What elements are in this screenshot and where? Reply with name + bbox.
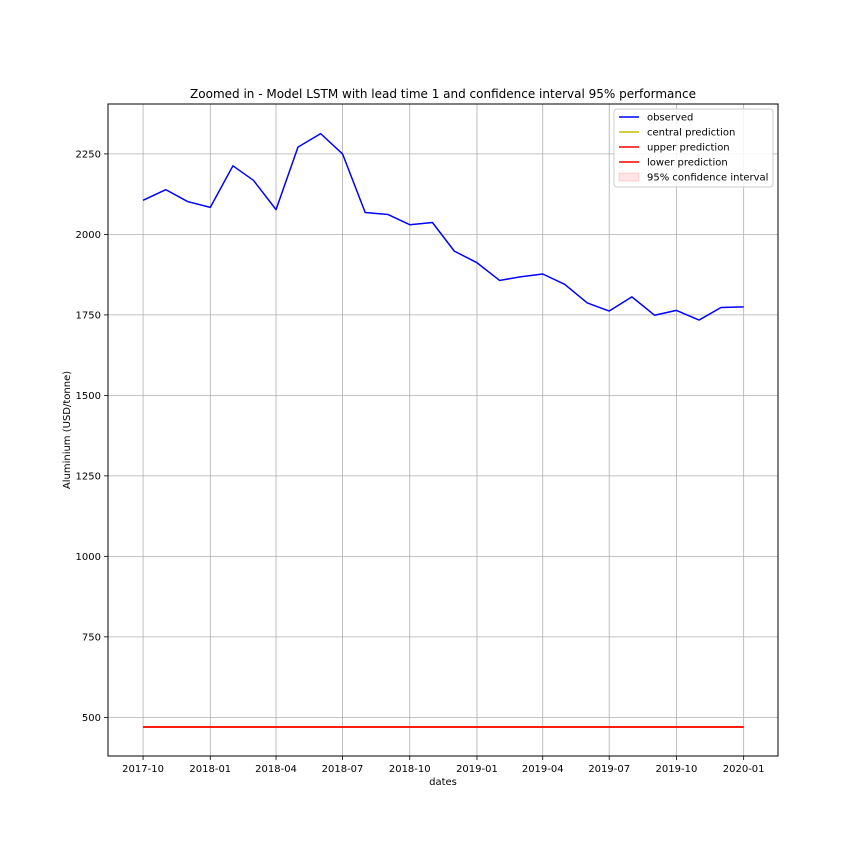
y-tick-label: 1250 — [76, 471, 101, 482]
legend-label: upper prediction — [647, 143, 730, 154]
y-tick-label: 2250 — [76, 149, 101, 160]
series-line-observed — [142, 132, 744, 321]
x-axis-ticks: 2017-10 2018-01 2018-04 2018-07 2018-10 2019-… — [122, 756, 765, 775]
y-axis-label: Aluminium (USD/tonne) — [62, 371, 73, 489]
x-tick-label: 2017-10 — [122, 764, 164, 775]
y-tick-label: 1000 — [76, 552, 101, 563]
legend-label: 95% confidence interval — [647, 173, 768, 184]
y-tick-label: 500 — [82, 713, 101, 724]
x-axis-label: dates — [429, 777, 457, 788]
chart-title: Zoomed in - Model LSTM with lead time 1 … — [190, 87, 696, 101]
legend-label: observed — [647, 113, 693, 124]
x-tick-label: 2019-07 — [588, 764, 630, 775]
y-tick-label: 750 — [82, 632, 101, 643]
x-tick-label: 2018-10 — [389, 764, 431, 775]
legend-swatch — [618, 172, 640, 182]
y-axis-ticks: 500 750 1000 1250 1500 1750 2000 2250 — [76, 149, 108, 724]
x-tick-label: 2018-04 — [255, 764, 297, 775]
y-tick-label: 1750 — [76, 310, 101, 321]
x-tick-label: 2019-04 — [522, 764, 564, 775]
series-lines — [142, 132, 744, 728]
legend-box — [613, 108, 774, 188]
x-tick-label: 2019-10 — [656, 764, 698, 775]
y-tick-label: 2000 — [76, 230, 101, 241]
plot-frame — [107, 103, 779, 757]
y-tick-label: 1500 — [76, 391, 101, 402]
legend-label: lower prediction — [647, 158, 728, 169]
x-tick-label: 2018-07 — [322, 764, 364, 775]
x-tick-label: 2018-01 — [189, 764, 231, 775]
legend-label: central prediction — [647, 128, 735, 139]
grid — [108, 104, 778, 756]
legend: observed central prediction upper predicti… — [613, 108, 774, 188]
x-tick-label: 2019-01 — [456, 764, 498, 775]
x-tick-label: 2020-01 — [723, 764, 765, 775]
